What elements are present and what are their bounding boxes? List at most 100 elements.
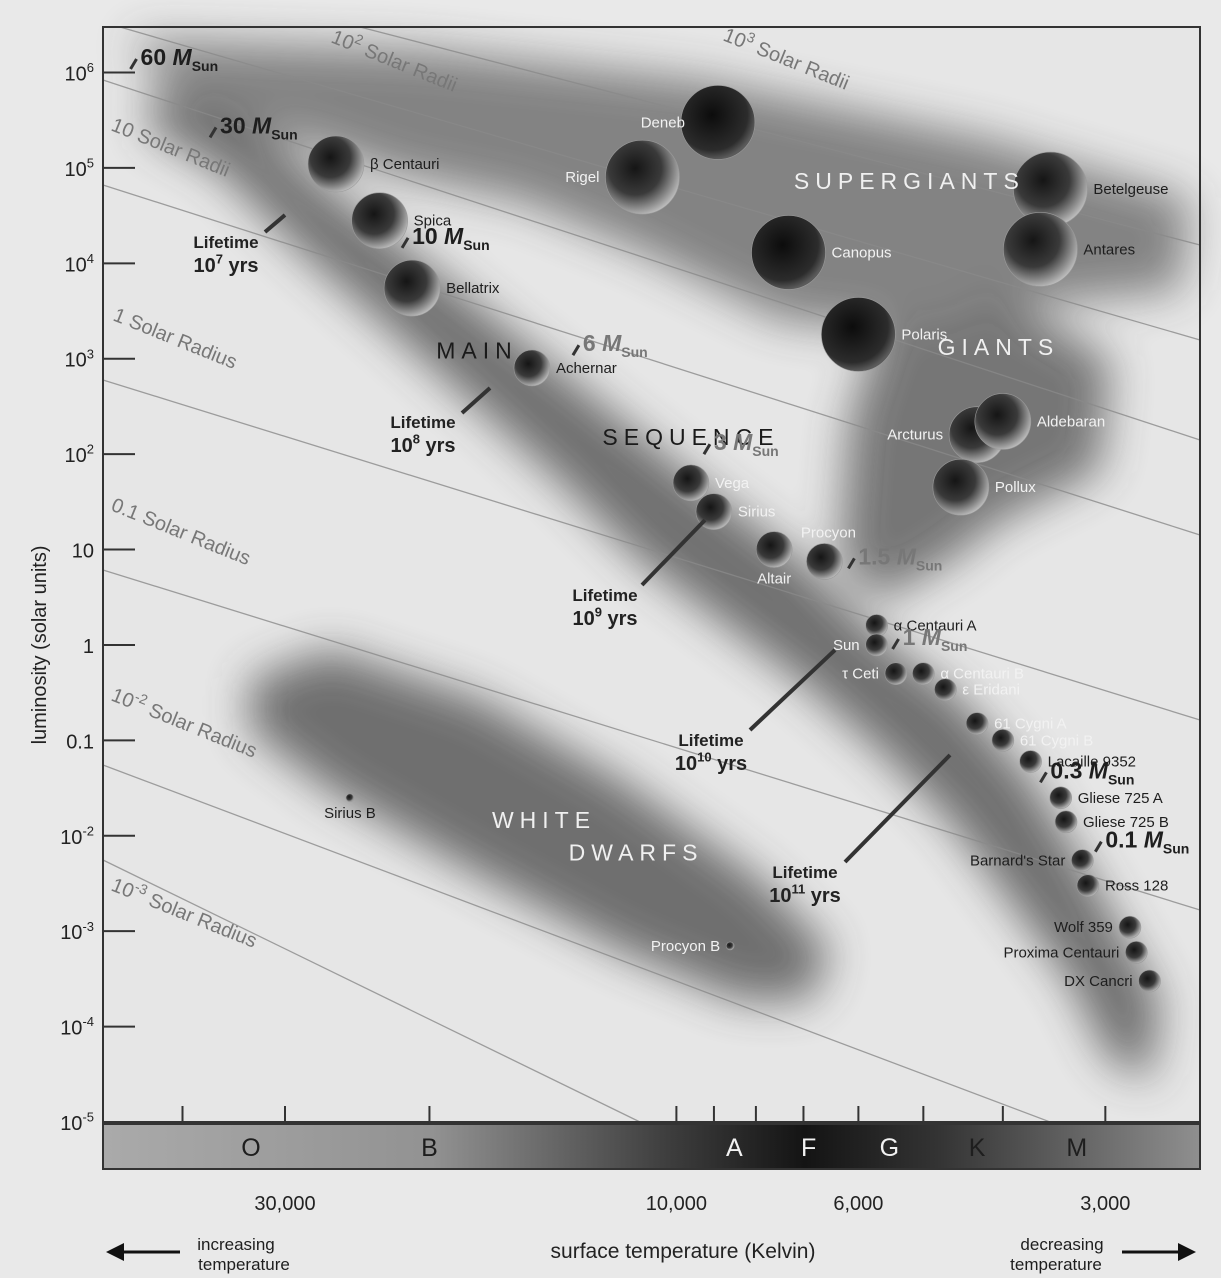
star-label: DX Cancri: [1064, 973, 1132, 990]
lifetime-pointer: [843, 753, 952, 864]
region-label-dwarfs: DWARFS: [569, 840, 704, 866]
y-tick-label: 103: [65, 346, 94, 371]
star-gliese-725-b: [1054, 810, 1078, 834]
lifetime-pointer: [460, 386, 492, 415]
star-barnard-s-star: [1071, 849, 1094, 872]
y-tick-label: 1: [83, 636, 94, 658]
star-proxima-centauri: [1125, 941, 1148, 964]
region-label-sequence: SEQUENCE: [602, 424, 779, 450]
star-label: Gliese 725 B: [1083, 814, 1169, 831]
radius-line-4: [102, 379, 1201, 721]
white-dwarfs-region: [250, 650, 830, 1000]
y-tick-label: 10-5: [60, 1110, 94, 1135]
star-canopus: [751, 215, 826, 290]
y-tick-label: 0.1: [66, 731, 94, 753]
left-arrow-icon: [106, 1243, 124, 1261]
mass-tick: [400, 237, 410, 249]
y-tick-label: 102: [65, 442, 94, 467]
lifetime-value: 108 yrs: [390, 432, 455, 457]
mass-label: 0.1 MSun: [1105, 827, 1189, 857]
star-label: Barnard's Star: [970, 853, 1065, 870]
spectral-class-B: B: [421, 1134, 438, 1162]
star-label: 61 Cygni B: [1020, 732, 1093, 749]
lifetime-value: 107 yrs: [193, 252, 258, 277]
star-label: Deneb: [641, 114, 685, 131]
star--centauri: [307, 135, 365, 193]
mass-label: 1.5 MSun: [858, 543, 942, 573]
lifetime-label: Lifetime: [772, 863, 837, 882]
mass-label: 30 MSun: [220, 112, 298, 142]
mass-label: 0.3 MSun: [1050, 757, 1134, 787]
mass-label: 60 MSun: [141, 44, 219, 74]
radius-line-2: [102, 79, 1201, 441]
increasing-label: increasing: [197, 1235, 275, 1254]
y-tick-label: 10-3: [60, 919, 94, 944]
star-label: Arcturus: [887, 427, 943, 444]
star-lacaille-9352: [1019, 750, 1042, 773]
region-label-supergiants: SUPERGIANTS: [794, 168, 1025, 194]
temperature-arrows: increasingtemperaturedecreasingtemperatu…: [106, 1235, 1196, 1274]
star--centauri-a: [865, 614, 888, 637]
star-altair: [755, 531, 793, 568]
mass-tick: [847, 557, 856, 570]
star-61-cygni-a: [965, 712, 989, 735]
y-tick-label: 10: [72, 541, 94, 563]
spectral-class-F: F: [801, 1134, 816, 1162]
decreasing-label: decreasing: [1020, 1235, 1103, 1254]
star-label: Wolf 359: [1054, 919, 1113, 936]
star-pollux: [932, 458, 990, 516]
star-61-cygni-b: [991, 729, 1015, 752]
right-arrow-icon: [1178, 1243, 1196, 1261]
star--eridani: [934, 678, 957, 701]
x-axis: 30,000 10,000 6,000 3,000 surface temperatur…: [254, 1193, 1130, 1263]
star-label: Spica: [414, 213, 452, 230]
spectral-bar: [102, 1123, 1201, 1170]
y-axis-title: luminosity (solar units): [29, 545, 51, 744]
star-procyon: [806, 543, 843, 580]
star-bellatrix: [383, 259, 441, 317]
y-tick-label: 104: [65, 251, 94, 276]
mass-label: 10 MSun: [412, 223, 490, 253]
star-sun: [865, 633, 888, 657]
star-label: Sirius: [738, 504, 776, 521]
star-label: Rigel: [565, 169, 599, 186]
star-label: Bellatrix: [446, 280, 500, 297]
star-label: β Centauri: [370, 156, 440, 173]
mass-tick: [1039, 771, 1048, 784]
mass-labels: 60 MSun 30 MSun 10 MSun 6 MSun 3 MSun 1.5 MSu…: [129, 44, 1189, 857]
radius-line-5: [102, 569, 1201, 911]
star-procyon-b: [725, 941, 735, 951]
stars: Deneb Rigel β Centauri Spica Bellatrix Achern…: [307, 85, 1169, 993]
spectral-class-M: M: [1066, 1134, 1087, 1162]
main-sequence-region: [150, 90, 1160, 1080]
y-tick-label: 10-4: [60, 1014, 94, 1039]
spectral-class-G: G: [880, 1134, 899, 1162]
lifetime-label: Lifetime: [390, 413, 455, 432]
region-label-white: WHITE: [492, 807, 596, 833]
star-label: Pollux: [995, 479, 1036, 496]
lifetime-pointer: [748, 648, 837, 732]
star-label: α Centauri B: [940, 666, 1024, 683]
mass-tick: [129, 58, 138, 70]
star-ross-128: [1076, 874, 1100, 897]
star-label: Canopus: [832, 244, 892, 261]
star-label: Lacaille 9352: [1048, 754, 1136, 771]
star-label: Gliese 725 A: [1078, 790, 1163, 807]
region-labels: SUPERGIANTS GIANTS MAIN SEQUENCE WHITE DWARFS: [436, 168, 1053, 866]
lifetime-pointer: [263, 213, 287, 234]
star-label: Betelgeuse: [1093, 181, 1168, 198]
x-tick-label: 3,000: [1080, 1193, 1130, 1215]
radius-line-6: [102, 764, 1051, 1123]
y-tick-label: 105: [65, 156, 94, 181]
mass-tick: [1094, 840, 1103, 853]
star-label: Sirius B: [324, 805, 376, 822]
lifetime-pointer: [640, 518, 707, 587]
star-polaris: [821, 297, 896, 372]
lifetime-value: 1011 yrs: [769, 882, 841, 907]
star-sirius-b: [345, 793, 355, 803]
star-label: τ Ceti: [842, 666, 879, 683]
star-achernar: [513, 349, 551, 387]
star-label: Proxima Centauri: [1003, 944, 1119, 961]
star-gliese-725-a: [1049, 786, 1073, 810]
